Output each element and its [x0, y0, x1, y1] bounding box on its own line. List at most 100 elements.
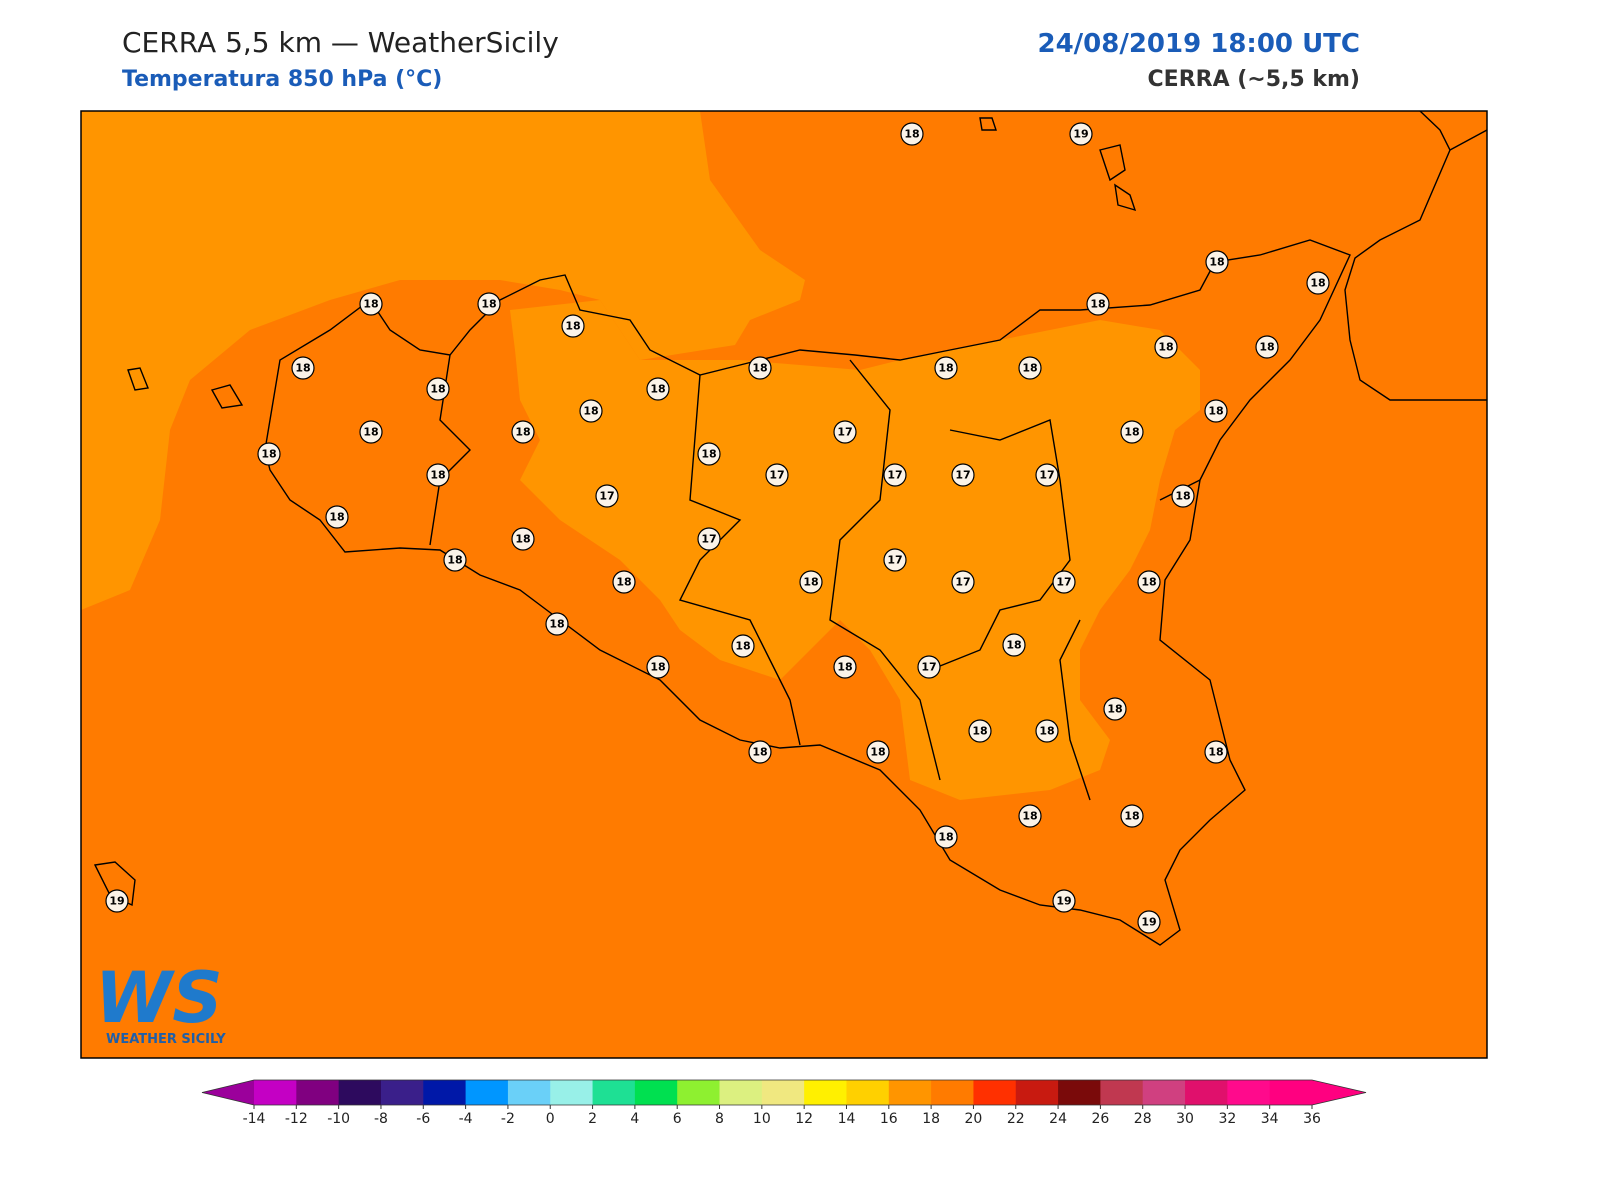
datetime: 24/08/2019 18:00 UTC	[1037, 29, 1360, 59]
station-value: 18	[1124, 426, 1139, 439]
colorbar-bin	[380, 1080, 424, 1105]
station-marker	[731, 634, 755, 658]
colorbar-tick-label: 8	[715, 1111, 724, 1127]
station-marker	[1086, 292, 1110, 316]
coastline	[1449, 129, 1488, 151]
field-cool	[510, 300, 1200, 800]
colorbar-bin	[1269, 1080, 1313, 1105]
colorbar-bin	[550, 1080, 594, 1105]
title: CERRA 5,5 km — WeatherSicily	[122, 26, 559, 59]
logo-mark: WS	[95, 957, 223, 1039]
colorbar-tick-label: 30	[1176, 1111, 1194, 1127]
station-marker	[1103, 697, 1127, 721]
station-value: 17	[887, 554, 902, 567]
colorbar-tick-label: 18	[922, 1111, 940, 1127]
station-marker	[646, 655, 670, 679]
station-marker	[1171, 484, 1195, 508]
station-marker	[934, 356, 958, 380]
station-marker	[1002, 633, 1026, 657]
colorbar-tick-label: 0	[546, 1111, 555, 1127]
station-value: 18	[1090, 298, 1105, 311]
station-marker	[1018, 356, 1042, 380]
colorbar-over	[1312, 1080, 1366, 1105]
colorbar-bin	[465, 1080, 509, 1105]
station-marker	[325, 505, 349, 529]
colorbar: -14 -12 -10 -8 -6 -4 -2 0 2 4 6 8 10 12 14 16 18 20 22 24 26…	[201, 1079, 1367, 1127]
coastline	[1344, 110, 1487, 401]
colorbar-tick-label: 26	[1091, 1111, 1109, 1127]
station-marker	[934, 825, 958, 849]
colorbar-bin	[1142, 1080, 1186, 1105]
station-value: 17	[1056, 576, 1071, 589]
station-value: 18	[1310, 277, 1325, 290]
station-value: 18	[481, 298, 496, 311]
colorbar-bin	[423, 1080, 467, 1105]
colorbar-tick-label: -12	[285, 1111, 308, 1127]
station-marker	[1052, 889, 1076, 913]
station-marker	[866, 740, 890, 764]
station-value: 18	[870, 746, 885, 759]
station-value: 17	[1039, 469, 1054, 482]
station-marker	[1120, 804, 1144, 828]
colorbar-tick-label: 16	[880, 1111, 898, 1127]
station-marker	[359, 420, 383, 444]
colorbar-tick-label: -10	[327, 1111, 350, 1127]
station-marker	[291, 356, 315, 380]
station-value: 18	[938, 831, 953, 844]
station-value: 18	[295, 362, 310, 375]
colorbar-bin	[1058, 1080, 1101, 1105]
station-value: 18	[752, 746, 767, 759]
station-value: 18	[515, 426, 530, 439]
station-value: 18	[515, 533, 530, 546]
station-value: 19	[1073, 128, 1088, 141]
station-marker	[257, 442, 281, 466]
station-marker	[765, 463, 789, 487]
colorbar-bin	[1185, 1080, 1228, 1105]
station-marker	[595, 484, 619, 508]
island	[93, 117, 1137, 907]
station-value: 17	[955, 576, 970, 589]
station-marker	[359, 292, 383, 316]
station-value: 18	[650, 383, 665, 396]
colorbar-bin	[634, 1080, 678, 1105]
colorbar-tick-label: 28	[1134, 1111, 1152, 1127]
station-marker	[968, 719, 992, 743]
station-marker	[833, 420, 857, 444]
station-value: 18	[1022, 362, 1037, 375]
station-marker	[1069, 122, 1093, 146]
province-border	[429, 354, 1201, 801]
station-value: 19	[1141, 916, 1156, 929]
station-value: 18	[1022, 810, 1037, 823]
station-value: 18	[363, 298, 378, 311]
station-marker	[105, 889, 129, 913]
station-value: 18	[430, 383, 445, 396]
colorbar-bin	[973, 1080, 1017, 1105]
colorbar-tick-label: 32	[1218, 1111, 1236, 1127]
colorbar-under	[202, 1080, 254, 1105]
station-value: 18	[447, 554, 462, 567]
subtitle: Temperatura 850 hPa (°C)	[122, 67, 442, 92]
station-value: 18	[1209, 256, 1224, 269]
station-marker	[900, 122, 924, 146]
colorbar-tick-label: 24	[1049, 1111, 1067, 1127]
station-marker	[1204, 399, 1228, 423]
colorbar-bin	[719, 1080, 763, 1105]
colorbar-tick-label: 2	[588, 1111, 597, 1127]
station-value: 18	[616, 576, 631, 589]
station-marker	[748, 740, 772, 764]
station-marker	[1205, 250, 1229, 274]
station-marker	[426, 377, 450, 401]
station-value: 17	[769, 469, 784, 482]
stations: 18 19 18 18 18 18 18 18 18 18 18 18 18 18 18 18 18 18 18 18…	[105, 122, 1330, 934]
colorbar-tick-label: 10	[753, 1111, 771, 1127]
colorbar-tick-label: 20	[965, 1111, 983, 1127]
colorbar-tick-label: -4	[459, 1111, 473, 1127]
station-marker	[917, 655, 941, 679]
station-marker	[1154, 335, 1178, 359]
station-marker	[697, 527, 721, 551]
station-marker	[1204, 740, 1228, 764]
station-value: 17	[837, 426, 852, 439]
colorbar-tick-label: 6	[673, 1111, 682, 1127]
station-value: 18	[565, 320, 580, 333]
